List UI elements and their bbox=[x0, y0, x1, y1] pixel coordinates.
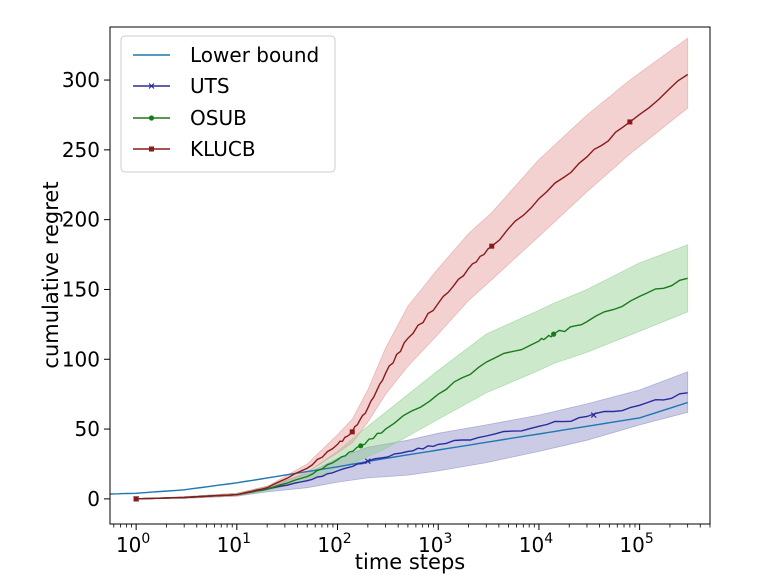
marker-klucb-2 bbox=[489, 243, 495, 249]
x-axis-label: time steps bbox=[355, 550, 466, 574]
x-tick-label-5: 105 bbox=[619, 531, 653, 557]
legend-marker-osub bbox=[148, 115, 155, 121]
legend-marker-klucb bbox=[149, 146, 154, 152]
marker-uts-2 bbox=[590, 412, 597, 418]
legend-marker-uts bbox=[148, 83, 155, 89]
legend-label-lower-bound: Lower bound bbox=[190, 43, 319, 67]
marker-osub-2 bbox=[551, 331, 557, 337]
marker-klucb-3 bbox=[627, 119, 633, 125]
marker-klucb-1 bbox=[349, 429, 355, 435]
y-axis-ticks: 0 50 100 150 200 250 300 bbox=[62, 68, 110, 511]
legend-label-osub: OSUB bbox=[190, 106, 247, 130]
legend: Lower bound UTS OSUB KLUCB bbox=[120, 35, 336, 173]
legend-label-klucb: KLUCB bbox=[190, 137, 256, 161]
line-klucb bbox=[136, 73, 689, 500]
legend-label-uts: UTS bbox=[190, 74, 230, 98]
y-tick-label-0: 0 bbox=[87, 487, 100, 511]
band-klucb bbox=[136, 37, 689, 500]
y-axis-label: cumulative regret bbox=[39, 181, 63, 368]
series-lines bbox=[109, 73, 689, 500]
legend-entry-uts: UTS bbox=[133, 74, 230, 98]
x-axis-ticks: 100 101 102 103 104 105 bbox=[113, 524, 711, 557]
plot-frame bbox=[109, 26, 711, 525]
x-tick-label-3: 103 bbox=[418, 531, 452, 557]
x-tick-label-2: 102 bbox=[317, 531, 351, 557]
y-tick-label-1: 50 bbox=[75, 417, 100, 441]
legend-entry-klucb: KLUCB bbox=[133, 137, 256, 161]
band-uts bbox=[136, 371, 689, 500]
y-tick-label-4: 200 bbox=[62, 208, 100, 232]
y-tick-label-3: 150 bbox=[62, 277, 100, 301]
y-tick-label-6: 300 bbox=[62, 68, 100, 92]
line-lower-bound bbox=[109, 401, 688, 495]
marker-osub-1 bbox=[358, 443, 364, 449]
x-tick-label-0: 100 bbox=[116, 531, 150, 557]
legend-frame bbox=[120, 35, 336, 173]
x-tick-label-4: 104 bbox=[519, 531, 553, 557]
y-tick-label-2: 100 bbox=[62, 347, 100, 371]
series-markers bbox=[133, 119, 633, 502]
x-tick-label-1: 101 bbox=[217, 531, 251, 557]
marker-uts-1 bbox=[364, 458, 371, 465]
marker-klucb-0 bbox=[133, 496, 139, 502]
y-tick-label-5: 250 bbox=[62, 138, 100, 162]
legend-entry-lower-bound: Lower bound bbox=[133, 43, 319, 67]
legend-entry-osub: OSUB bbox=[133, 106, 247, 130]
